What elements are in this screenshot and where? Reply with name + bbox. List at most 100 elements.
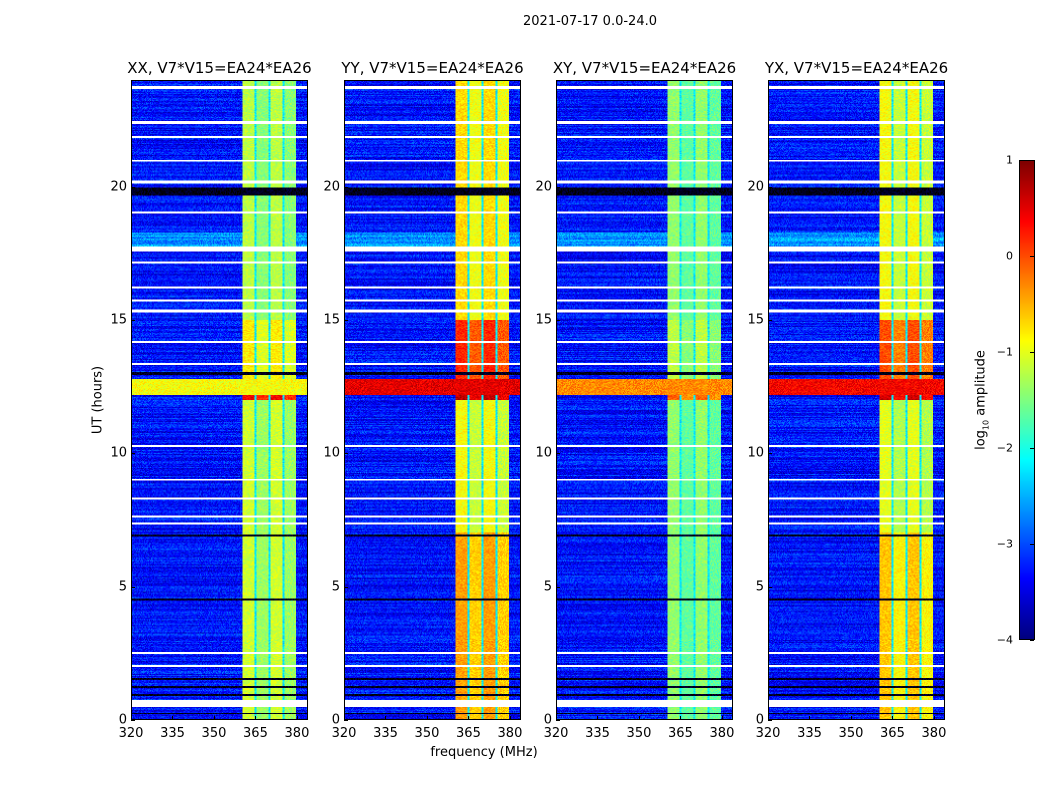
x-tick-label: 350 xyxy=(201,726,227,741)
x-tick-label: 365 xyxy=(243,726,268,741)
x-tick-mark xyxy=(933,716,935,720)
x-tick-label: 365 xyxy=(668,726,693,741)
y-tick-label: 15 xyxy=(323,312,340,328)
y-tick-label: 0 xyxy=(331,712,340,728)
panel-axes-3 xyxy=(768,80,945,720)
x-tick-label: 350 xyxy=(414,726,440,741)
colorbar-label-sub: 10 xyxy=(981,419,991,431)
x-tick-mark xyxy=(680,716,682,720)
y-tick-label: 20 xyxy=(323,179,340,195)
panel-title-0: XX, V7*V15=EA24*EA26 xyxy=(127,59,312,77)
x-tick-label: 365 xyxy=(880,726,905,741)
colorbar-tick-label: −1 xyxy=(996,345,1013,359)
x-tick-mark xyxy=(638,716,640,720)
x-tick-label: 335 xyxy=(797,726,822,741)
colorbar-tick-mark xyxy=(1030,640,1034,641)
x-tick-mark xyxy=(344,716,345,720)
y-tick-mark xyxy=(344,720,348,721)
x-tick-mark xyxy=(468,716,470,720)
colorbar-label: log10 amplitude xyxy=(974,350,991,450)
y-tick-mark xyxy=(344,453,348,455)
x-tick-label: 335 xyxy=(373,726,398,741)
x-tick-mark xyxy=(172,716,174,720)
colorbar xyxy=(1019,160,1035,640)
x-tick-label: 350 xyxy=(838,726,864,741)
x-tick-label: 380 xyxy=(921,726,947,741)
colorbar-tick-label: −3 xyxy=(996,537,1013,551)
x-tick-mark xyxy=(768,716,769,720)
y-tick-label: 5 xyxy=(118,579,127,595)
y-tick-mark xyxy=(556,586,560,588)
y-tick-mark xyxy=(768,453,772,455)
colorbar-tick-mark xyxy=(1030,352,1034,353)
heatmap-2 xyxy=(557,81,732,719)
heatmap-1 xyxy=(345,81,520,719)
colorbar-tick-label: −4 xyxy=(996,633,1013,647)
y-tick-label: 15 xyxy=(110,312,127,328)
y-tick-label: 15 xyxy=(535,312,552,328)
y-axis-label: UT (hours) xyxy=(90,365,106,435)
y-tick-mark xyxy=(556,453,560,455)
heatmap-3 xyxy=(769,81,944,719)
y-tick-label: 0 xyxy=(543,712,552,728)
x-tick-mark xyxy=(509,716,511,720)
y-tick-label: 10 xyxy=(747,445,764,461)
y-tick-label: 10 xyxy=(110,445,127,461)
x-axis-label: frequency (MHz) xyxy=(430,745,538,760)
y-tick-mark xyxy=(344,186,348,188)
panel-title-3: YX, V7*V15=EA24*EA26 xyxy=(764,59,949,77)
panel-axes-0 xyxy=(131,80,308,720)
y-tick-mark xyxy=(344,586,348,588)
y-tick-mark xyxy=(556,320,560,321)
colorbar-label-log: log xyxy=(973,430,989,450)
x-tick-mark xyxy=(213,716,215,720)
colorbar-tick-mark xyxy=(1030,160,1034,161)
x-tick-mark xyxy=(426,716,428,720)
x-tick-label: 350 xyxy=(626,726,652,741)
y-tick-mark xyxy=(556,720,560,721)
x-tick-label: 380 xyxy=(284,726,310,741)
figure-title: 2021-07-17 0.0-24.0 xyxy=(523,14,657,29)
x-tick-mark xyxy=(809,716,811,720)
y-tick-label: 5 xyxy=(331,579,340,595)
y-tick-label: 20 xyxy=(747,179,764,195)
y-tick-label: 20 xyxy=(535,179,552,195)
y-tick-label: 0 xyxy=(755,712,764,728)
y-tick-label: 5 xyxy=(543,579,552,595)
y-tick-mark xyxy=(556,186,560,188)
y-tick-label: 0 xyxy=(118,712,127,728)
x-tick-mark xyxy=(255,716,257,720)
y-tick-mark xyxy=(768,320,772,321)
y-tick-mark xyxy=(131,320,135,321)
x-tick-mark xyxy=(131,716,132,720)
panel-title-1: YY, V7*V15=EA24*EA26 xyxy=(341,59,524,77)
x-tick-mark xyxy=(385,716,387,720)
heatmap-0 xyxy=(132,81,307,719)
x-tick-mark xyxy=(296,716,298,720)
y-tick-mark xyxy=(131,453,135,455)
y-tick-label: 5 xyxy=(755,579,764,595)
x-tick-label: 380 xyxy=(709,726,735,741)
colorbar-tick-label: −2 xyxy=(996,441,1013,455)
y-tick-label: 15 xyxy=(747,312,764,328)
panel-title-2: XY, V7*V15=EA24*EA26 xyxy=(552,59,737,77)
x-tick-mark xyxy=(597,716,599,720)
colorbar-tick-label: 1 xyxy=(1006,153,1013,167)
y-tick-mark xyxy=(768,586,772,588)
x-tick-label: 380 xyxy=(497,726,523,741)
x-tick-mark xyxy=(892,716,894,720)
colorbar-label-rest: amplitude xyxy=(973,350,989,420)
colorbar-tick-label: 0 xyxy=(1006,249,1013,263)
x-tick-label: 320 xyxy=(755,726,781,741)
y-tick-mark xyxy=(131,586,135,588)
x-tick-label: 320 xyxy=(331,726,357,741)
colorbar-tick-mark xyxy=(1030,544,1034,545)
x-tick-mark xyxy=(556,716,557,720)
x-tick-label: 335 xyxy=(585,726,610,741)
y-tick-mark xyxy=(768,720,772,721)
y-tick-mark xyxy=(768,186,772,188)
y-tick-label: 10 xyxy=(535,445,552,461)
x-tick-mark xyxy=(721,716,723,720)
y-tick-mark xyxy=(131,186,135,188)
